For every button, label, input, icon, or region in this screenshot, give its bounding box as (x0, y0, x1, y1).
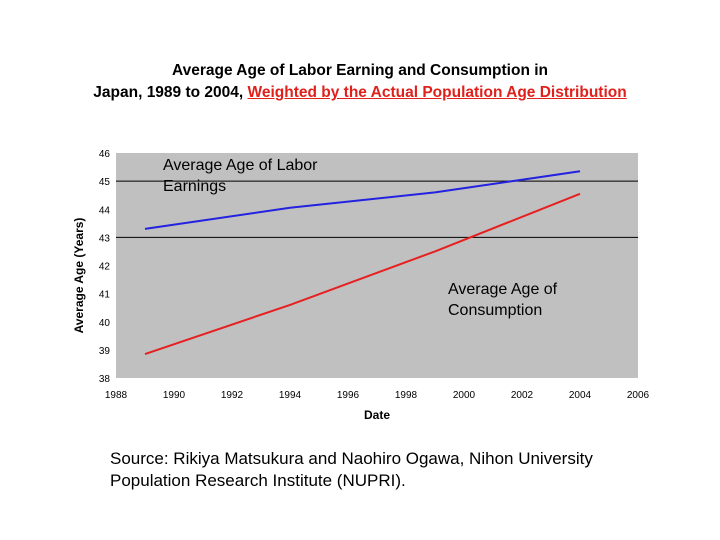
annotation-consumption: Average Age of Consumption (448, 281, 558, 319)
y-tick-label: 40 (99, 318, 111, 329)
y-tick-label: 42 (99, 262, 111, 273)
x-tick-label: 1990 (163, 390, 186, 401)
x-tick-label: 1992 (221, 390, 244, 401)
annotations: Average Age of Labor Earnings Average Age … (163, 157, 558, 319)
y-tick-label: 45 (99, 177, 111, 188)
x-tick-label: 2000 (453, 390, 476, 401)
chart-title-line1: Average Age of Labor Earning and Consump… (171, 62, 549, 79)
y-tick-label: 39 (99, 346, 111, 357)
x-tick-label: 1994 (279, 390, 302, 401)
chart-title: Average Age of Labor Earning and Consump… (60, 60, 660, 104)
gridlines (116, 180, 638, 238)
y-tick-label: 46 (99, 149, 111, 160)
y-tick-label: 43 (99, 233, 111, 244)
chart-title-line2: Japan, 1989 to 2004, (93, 84, 248, 101)
x-tick-label: 1996 (337, 390, 360, 401)
y-axis-label: Average Age (Years) (72, 218, 86, 334)
series-lines (144, 170, 581, 356)
annotation-earnings: Average Age of Labor Earnings (163, 157, 318, 195)
y-axis-ticks: 38 39 40 41 42 43 44 45 46 (99, 149, 111, 385)
chart-title-highlight: Weighted by the Actual Population Age Di… (247, 84, 627, 101)
x-tick-label: 2002 (511, 390, 534, 401)
x-tick-label: 1988 (105, 390, 128, 401)
plot-area (116, 153, 638, 378)
y-tick-label: 41 (99, 290, 111, 301)
x-tick-label: 2004 (569, 390, 592, 401)
x-axis-label: Date (364, 408, 390, 422)
y-tick-label: 38 (99, 374, 111, 385)
x-tick-label: 2006 (627, 390, 650, 401)
source-note: Source: Rikiya Matsukura and Naohiro Oga… (110, 449, 593, 490)
y-tick-label: 44 (99, 205, 111, 216)
x-axis-ticks: 1988 1990 1992 1994 1996 1998 2000 2002 2004 2006 (105, 390, 650, 401)
x-tick-label: 1998 (395, 390, 418, 401)
series-line-earnings (144, 170, 581, 230)
series-line-consumption (144, 192, 581, 356)
